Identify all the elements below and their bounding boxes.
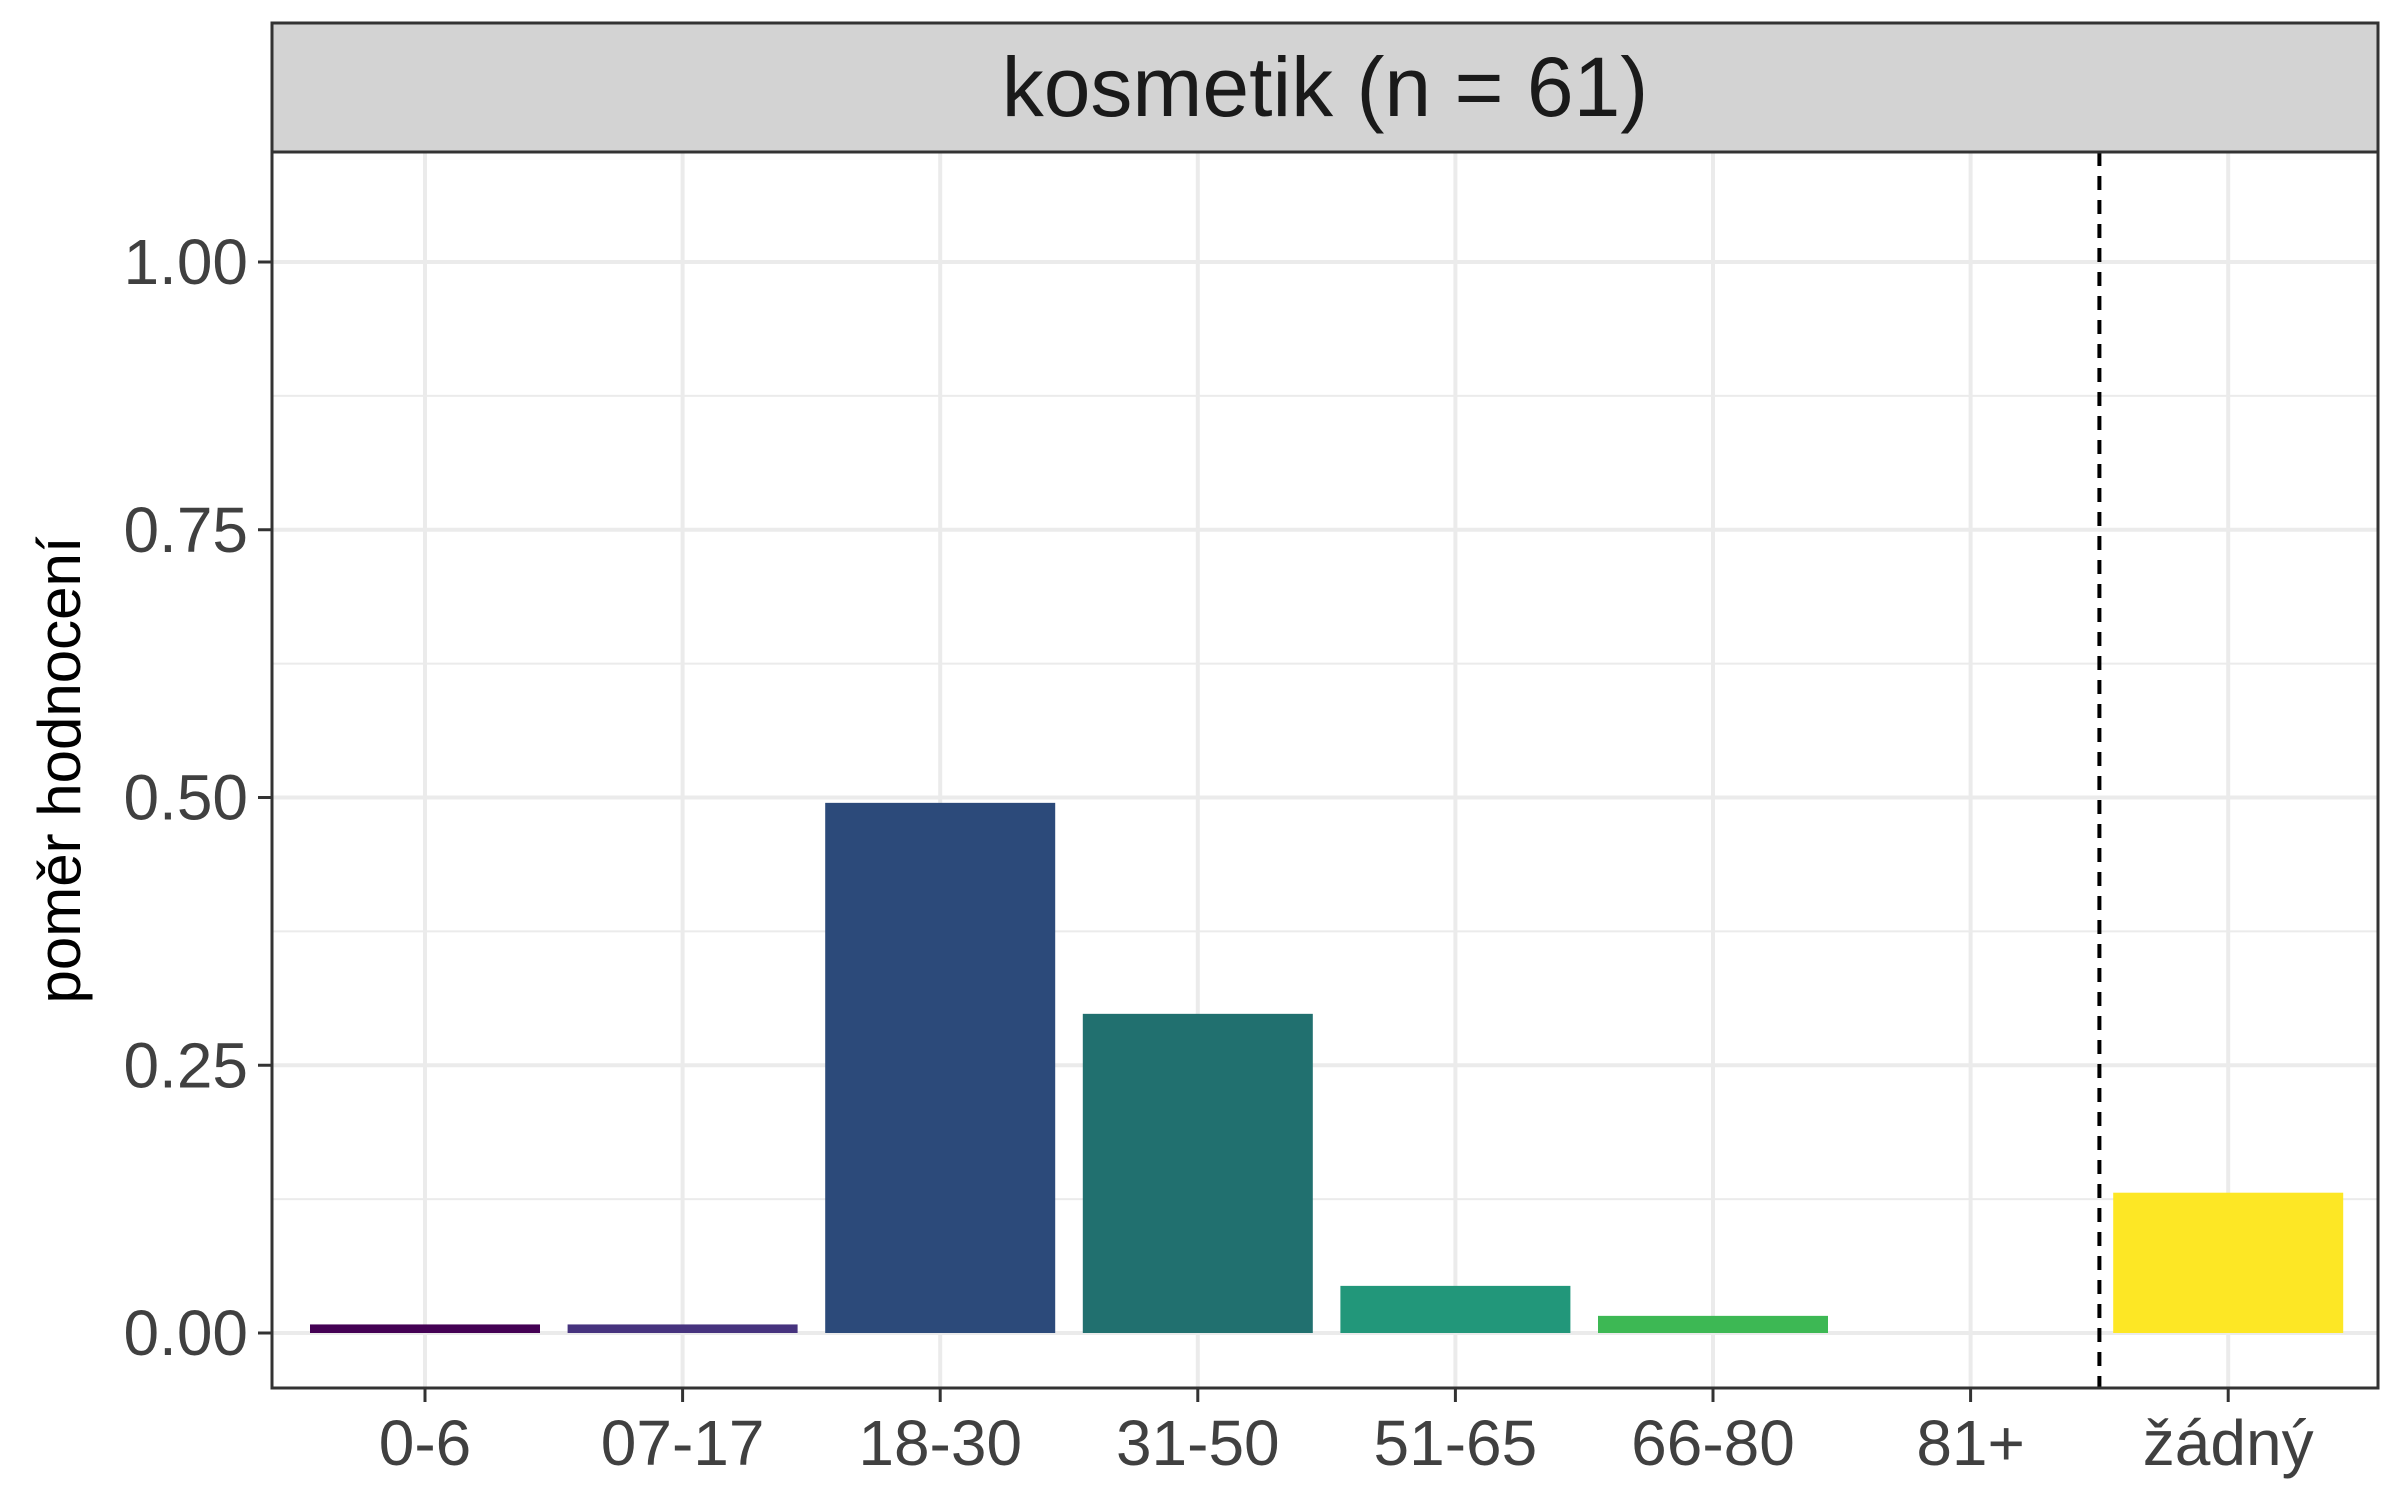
x-axis: 0-6 07-17 18-30 31-50 51-65 66-80 81+ žádný: [379, 1388, 2314, 1479]
plot-panel: [272, 152, 2378, 1388]
facet-strip: [270, 21, 2380, 154]
bar-18-30: [825, 802, 1056, 1333]
bar-žádný: [2113, 1192, 2344, 1333]
bar-0-6: [310, 1324, 540, 1333]
x-tick-label: 18-30: [858, 1407, 1022, 1479]
x-tick-label: žádný: [2143, 1407, 2314, 1479]
x-tick-label: 07-17: [601, 1407, 765, 1479]
y-tick-label: 0.25: [123, 1029, 248, 1101]
y-axis-title: poměr hodnocení: [26, 536, 93, 1003]
y-tick-label: 0.00: [123, 1297, 248, 1369]
y-tick-label: 0.75: [123, 494, 248, 566]
gridlines: [272, 152, 2378, 1388]
plot-border: [270, 150, 2380, 1390]
bar-66-80: [1598, 1315, 1828, 1333]
y-tick-label: 1.00: [123, 226, 248, 298]
bars: [310, 802, 2344, 1333]
bar-07-17: [567, 1324, 798, 1333]
bar-31-50: [1082, 1013, 1313, 1333]
y-axis: 0.00 0.25 0.50 0.75 1.00: [123, 226, 272, 1369]
facet-label: kosmetik (n = 61): [1002, 40, 1649, 134]
x-tick-label: 66-80: [1631, 1407, 1795, 1479]
bar-51-65: [1340, 1285, 1571, 1333]
x-tick-label: 81+: [1916, 1407, 2025, 1479]
y-tick-label: 0.50: [123, 762, 248, 834]
x-tick-label: 0-6: [379, 1407, 472, 1479]
x-tick-label: 51-65: [1374, 1407, 1538, 1479]
x-tick-label: 31-50: [1116, 1407, 1280, 1479]
